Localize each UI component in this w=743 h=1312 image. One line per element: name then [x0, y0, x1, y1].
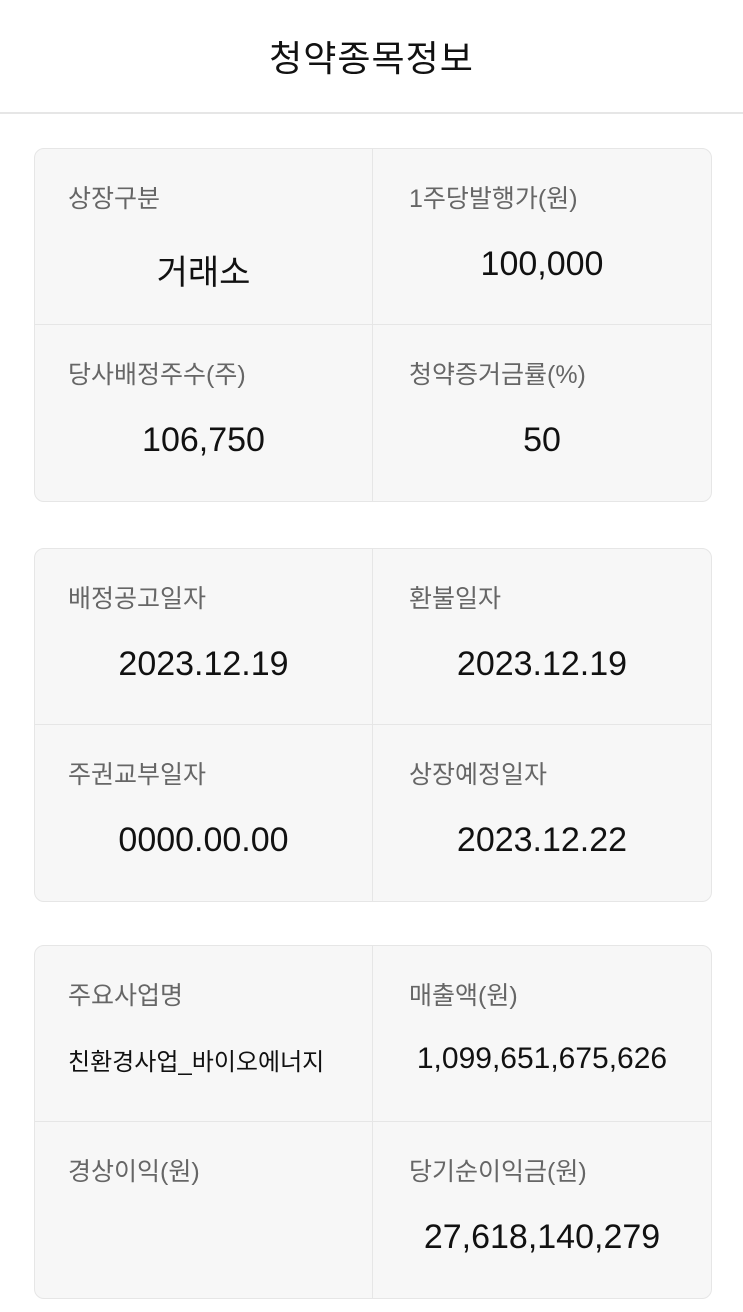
refund-date-value: 2023.12.19: [456, 645, 628, 683]
main-business-label: 주요사업명: [68, 982, 184, 1010]
certificate-delivery-date-label: 주권교부일자: [68, 761, 207, 789]
issue-price-label: 1주당발행가(원): [409, 185, 578, 213]
allocation-notice-date-value: 2023.12.19: [118, 645, 289, 683]
listing-date-value: 2023.12.22: [456, 821, 628, 859]
listing-type-value: 거래소: [156, 254, 251, 292]
certificate-delivery-date-value: 0000.00.00: [118, 821, 289, 859]
deposit-rate-label: 청약증거금률(%): [409, 361, 586, 389]
revenue-value: 1,099,651,675,626: [416, 1042, 668, 1075]
net-income-value: 27,618,140,279: [423, 1218, 661, 1256]
deposit-rate-cell: 청약증거금률(%) 50: [373, 325, 711, 501]
listing-date-label: 상장예정일자: [409, 761, 548, 789]
refund-date-label: 환불일자: [409, 585, 502, 613]
schedule-card: 배정공고일자 2023.12.19 환불일자 2023.12.19 주권교부일자 00…: [34, 548, 712, 902]
deposit-rate-value: 50: [523, 421, 561, 459]
revenue-label: 매출액(원): [409, 982, 518, 1010]
net-income-cell: 당기순이익금(원) 27,618,140,279: [373, 1122, 711, 1298]
refund-date-cell: 환불일자 2023.12.19: [373, 549, 711, 725]
main-business-value: 친환경사업_바이오에너지: [68, 1049, 325, 1076]
issue-price-value: 100,000: [480, 245, 604, 283]
allocated-shares-label: 당사배정주수(주): [68, 361, 246, 389]
page-header: 청약종목정보: [0, 0, 743, 114]
ordinary-income-cell: 경상이익(원): [35, 1122, 373, 1298]
issue-price-cell: 1주당발행가(원) 100,000: [373, 149, 711, 325]
net-income-label: 당기순이익금(원): [409, 1158, 587, 1186]
allocated-shares-cell: 당사배정주수(주) 106,750: [35, 325, 373, 501]
ordinary-income-label: 경상이익(원): [68, 1158, 200, 1186]
allocation-notice-date-cell: 배정공고일자 2023.12.19: [35, 549, 373, 725]
allocated-shares-value: 106,750: [142, 421, 265, 459]
listing-type-label: 상장구분: [68, 185, 161, 213]
revenue-cell: 매출액(원) 1,099,651,675,626: [373, 946, 711, 1122]
certificate-delivery-date-cell: 주권교부일자 0000.00.00: [35, 725, 373, 901]
allocation-notice-date-label: 배정공고일자: [68, 585, 207, 613]
listing-date-cell: 상장예정일자 2023.12.22: [373, 725, 711, 901]
page-title: 청약종목정보: [269, 38, 474, 79]
